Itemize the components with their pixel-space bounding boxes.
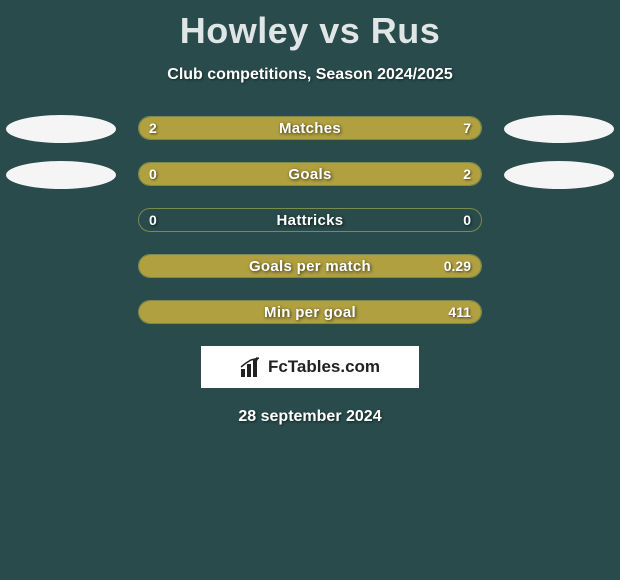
stats-container: 27Matches 02Goals 00Hattricks 0.29Goals per… — [0, 116, 620, 326]
stat-bar-track: 411Min per goal — [138, 300, 482, 324]
page-title: Howley vs Rus — [0, 0, 620, 52]
stat-row: 00Hattricks — [0, 208, 620, 234]
player-marker-right — [504, 161, 614, 189]
stat-row: 02Goals — [0, 162, 620, 188]
stat-bar-track: 02Goals — [138, 162, 482, 186]
stat-row: 27Matches — [0, 116, 620, 142]
footer-logo[interactable]: FcTables.com — [201, 346, 419, 388]
stat-bar-track: 00Hattricks — [138, 208, 482, 232]
stat-row: 411Min per goal — [0, 300, 620, 326]
bar-chart-icon — [240, 357, 262, 377]
stat-label: Goals per match — [139, 258, 481, 275]
player-marker-right — [504, 115, 614, 143]
footer-date: 28 september 2024 — [0, 408, 620, 426]
stat-bar-track: 0.29Goals per match — [138, 254, 482, 278]
stat-row: 0.29Goals per match — [0, 254, 620, 280]
stat-label: Matches — [139, 120, 481, 137]
stat-label: Min per goal — [139, 304, 481, 321]
page-subtitle: Club competitions, Season 2024/2025 — [0, 66, 620, 84]
footer-logo-text: FcTables.com — [268, 357, 380, 377]
player-marker-left — [6, 161, 116, 189]
stat-label: Hattricks — [139, 212, 481, 229]
player-marker-left — [6, 115, 116, 143]
stat-label: Goals — [139, 166, 481, 183]
stat-bar-track: 27Matches — [138, 116, 482, 140]
